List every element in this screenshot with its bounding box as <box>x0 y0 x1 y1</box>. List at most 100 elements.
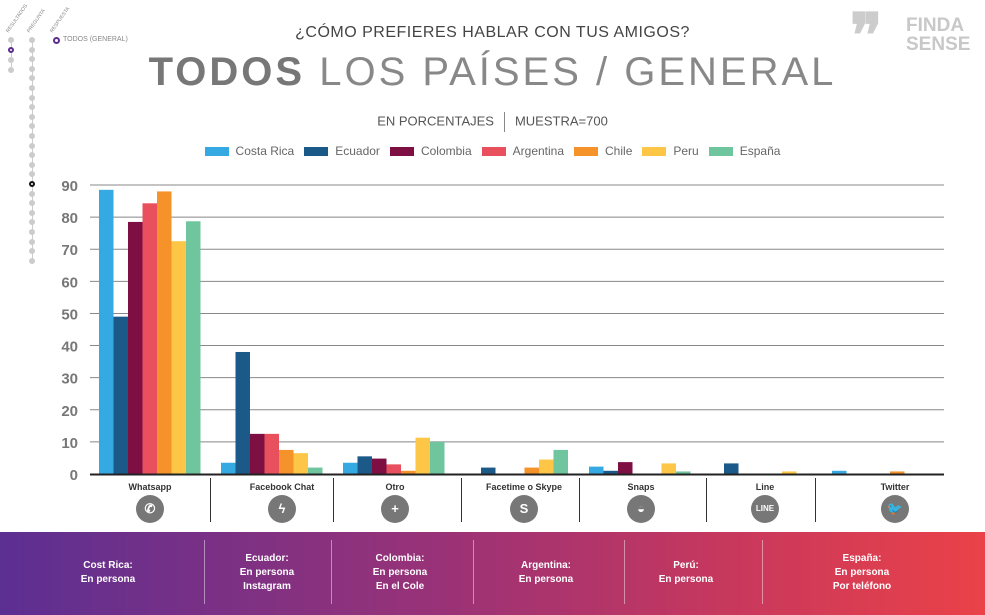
nav-dot[interactable] <box>29 65 35 72</box>
nav-dot[interactable] <box>29 200 35 207</box>
bar-argentina <box>386 464 401 474</box>
nav-dot[interactable] <box>29 161 35 168</box>
y-tick-label: 10 <box>61 435 78 452</box>
nav-dot[interactable] <box>8 37 14 43</box>
category-divider <box>461 478 462 522</box>
bar-ecuador <box>481 467 496 474</box>
summary-band: Cost Rica: En persona Ecuador: En persona In… <box>0 532 985 615</box>
x-tick-label: Facetime o Skype <box>485 482 563 492</box>
summary-item: Argentina: En persona <box>476 559 616 587</box>
legend-label: Ecuador <box>335 144 380 158</box>
nav-dot[interactable] <box>29 37 35 43</box>
nav-dot[interactable] <box>8 67 14 73</box>
summary-country: Argentina: <box>521 560 571 571</box>
nav-dot[interactable] <box>29 209 35 216</box>
x-tick-label: Snaps <box>627 482 655 492</box>
summary-country: Perú: <box>673 560 699 571</box>
nav-dot[interactable] <box>29 219 35 226</box>
bar-ecuador <box>603 470 618 474</box>
bar-costa-rica <box>221 462 236 474</box>
bar-colombia <box>372 458 387 474</box>
bar-españa <box>553 449 568 474</box>
nav-dot[interactable] <box>29 152 35 159</box>
nav-dot[interactable] <box>29 248 35 255</box>
bar-costa-rica <box>99 189 114 475</box>
y-tick-label: 0 <box>70 467 78 480</box>
x-tick-label: Facebook Chat <box>249 482 315 492</box>
summary-answer: Por teléfono <box>832 581 892 592</box>
legend-label: Chile <box>605 144 633 158</box>
nav-dot[interactable] <box>8 57 14 63</box>
bar-chart: 0 10 20 30 40 50 60 70 80 90 <box>61 178 944 480</box>
nav-dot[interactable] <box>29 75 35 82</box>
plus-icon: + <box>381 495 409 523</box>
bar-peru <box>661 463 676 474</box>
summary-country: Colombia: <box>375 553 425 564</box>
bar-peru <box>293 453 308 474</box>
findasense-logo: ❞ FINDA SENSE <box>850 2 971 69</box>
bar-colombia <box>128 221 143 474</box>
x-tick-label: Twitter <box>880 482 910 492</box>
legend-item: Costa Rica <box>204 144 295 158</box>
legend-label: Costa Rica <box>235 144 295 158</box>
summary-country: Ecuador: <box>245 553 289 564</box>
nav-dot[interactable] <box>29 238 35 245</box>
y-tick-label: 30 <box>61 371 78 388</box>
bar-colombia <box>618 462 633 474</box>
nav-dot[interactable] <box>29 123 35 130</box>
summary-item: Ecuador: En persona Instagram <box>197 552 337 594</box>
nav-dot[interactable] <box>29 133 35 139</box>
legend-item: Colombia <box>389 144 472 158</box>
y-tick-label: 60 <box>61 274 78 291</box>
summary-answer: En persona <box>518 574 574 585</box>
current-answer-marker[interactable] <box>53 37 60 44</box>
nav-dot[interactable] <box>29 94 35 101</box>
category-divider <box>706 478 707 522</box>
bar-costa-rica <box>343 462 358 474</box>
y-tick-label: 80 <box>61 210 78 227</box>
nav-dot[interactable] <box>29 46 35 53</box>
nav-dot[interactable] <box>29 104 35 111</box>
summary-divider <box>331 540 332 604</box>
bar-chile <box>157 191 172 474</box>
nav-dot[interactable] <box>29 257 35 264</box>
messenger-icon: ϟ <box>268 495 296 523</box>
summary-divider <box>762 540 763 604</box>
bar-españa <box>308 467 323 474</box>
legend-item: España <box>708 144 780 158</box>
legend-swatch <box>389 147 414 157</box>
legend-item: Ecuador <box>304 144 380 158</box>
y-tick-label: 90 <box>61 178 78 195</box>
summary-answer: En persona <box>80 574 136 585</box>
nav-dot[interactable] <box>29 113 35 120</box>
nav-dot[interactable] <box>29 171 35 178</box>
nav-dot[interactable] <box>8 47 14 53</box>
bar-peru <box>539 459 554 474</box>
nav-dot[interactable] <box>29 85 35 91</box>
category-divider <box>815 478 816 522</box>
nav-dot[interactable] <box>29 229 35 235</box>
bar-peru <box>782 471 797 474</box>
bar-ecuador <box>724 463 739 474</box>
subtitle: EN PORCENTAJES MUESTRA=700 <box>0 112 985 132</box>
nav-dot[interactable] <box>29 181 35 187</box>
summary-answer: En persona <box>834 567 890 578</box>
summary-item: España: En persona Por teléfono <box>792 552 932 594</box>
bar-ecuador <box>113 316 128 474</box>
category-divider <box>333 478 334 522</box>
nav-dot[interactable] <box>29 56 35 63</box>
current-answer-label[interactable]: TODOS (GENERAL) <box>63 36 128 43</box>
snapchat-icon: ◒ <box>627 495 655 523</box>
y-tick-label: 70 <box>61 242 78 259</box>
summary-item: Perú: En persona <box>616 559 756 587</box>
nav-dot[interactable] <box>29 190 35 197</box>
nav-dot[interactable] <box>29 142 35 149</box>
summary-answer: Instagram <box>243 581 291 592</box>
summary-divider <box>204 540 205 604</box>
legend-swatch <box>642 147 667 157</box>
bar-costa-rica <box>832 470 847 474</box>
bar-argentina <box>142 203 157 474</box>
bar-chile <box>890 471 905 474</box>
bar-españa <box>430 441 445 474</box>
summary-divider <box>624 540 625 604</box>
